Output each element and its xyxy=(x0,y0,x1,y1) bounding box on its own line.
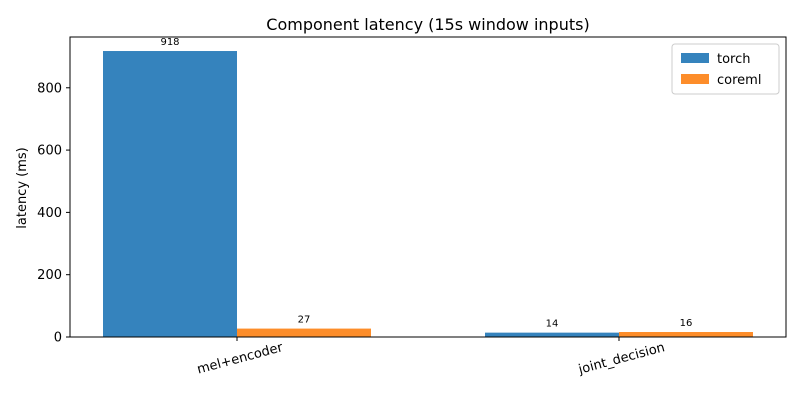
bar-coreml-joint-decision xyxy=(619,332,753,337)
y-tick-label: 200 xyxy=(37,268,62,283)
data-label: 16 xyxy=(680,318,693,329)
chart-title: Component latency (15s window inputs) xyxy=(266,15,589,34)
legend-swatch-torch xyxy=(681,53,709,63)
legend-label-torch: torch xyxy=(717,52,751,67)
plot-area: 918 14 27 16 0 200 400 600 800 mel+encoder joint_d… xyxy=(37,36,787,378)
y-tick-label: 0 xyxy=(54,331,62,346)
legend: torch coreml xyxy=(671,43,780,95)
data-label: 14 xyxy=(546,319,559,330)
bar-torch-mel-encoder xyxy=(103,51,237,338)
x-tick-label: mel+encoder xyxy=(196,340,286,377)
y-tick-label: 400 xyxy=(37,206,62,221)
y-axis-label: latency (ms) xyxy=(15,147,30,228)
data-label: 918 xyxy=(160,37,179,48)
legend-swatch-coreml xyxy=(681,74,709,84)
y-tick-label: 600 xyxy=(37,144,62,159)
axes-frame xyxy=(69,36,787,338)
data-label: 27 xyxy=(298,315,311,326)
legend-label-coreml: coreml xyxy=(717,73,761,88)
y-tick-label: 800 xyxy=(37,81,62,96)
bar-torch-joint-decision xyxy=(485,332,619,337)
x-tick-label: joint_decision xyxy=(576,340,666,378)
bar-coreml-mel-encoder xyxy=(237,328,371,337)
